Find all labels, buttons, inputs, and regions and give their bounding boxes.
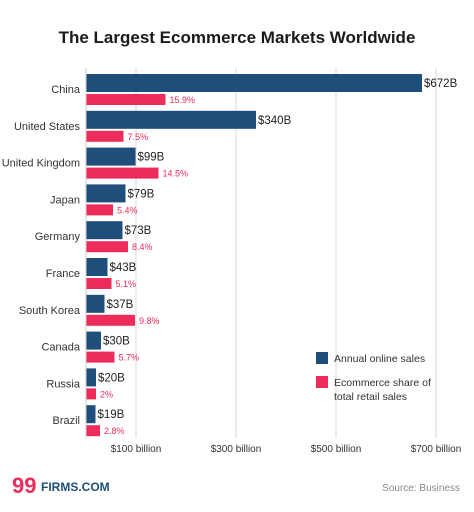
x-tick-label: $100 billion — [111, 444, 162, 455]
x-tick-label: $700 billion — [411, 444, 462, 455]
share-bar — [86, 278, 112, 289]
share-bar — [86, 314, 135, 326]
sales-bar — [86, 368, 96, 387]
category-label: Germany — [35, 231, 81, 243]
legend-label-share-line1: Ecommerce share of — [334, 377, 431, 389]
category-label: Russia — [46, 378, 81, 390]
sales-value-label: $672B — [424, 78, 458, 90]
sales-value-label: $19B — [98, 409, 125, 421]
legend-swatch-sales — [316, 352, 328, 364]
share-bar — [86, 351, 115, 363]
sales-bar — [86, 74, 422, 92]
category-label: France — [46, 268, 80, 280]
sales-value-label: $20B — [98, 372, 125, 384]
sales-value-label: $30B — [103, 336, 130, 348]
source-label: Source: Business — [382, 483, 460, 494]
sales-value-label: $79B — [128, 188, 155, 200]
category-label: Japan — [50, 194, 80, 206]
share-value-label: 5.7% — [119, 353, 140, 363]
share-value-label: 7.5% — [128, 132, 149, 142]
category-label: Canada — [41, 342, 80, 354]
sales-bar — [86, 405, 96, 424]
sales-bar — [86, 331, 101, 350]
share-bar — [86, 94, 166, 105]
share-bar — [86, 204, 113, 216]
sales-bar — [86, 294, 105, 313]
share-value-label: 2% — [100, 389, 113, 399]
sales-bar — [86, 147, 136, 166]
share-value-label: 15.9% — [170, 95, 196, 105]
share-value-label: 5.1% — [116, 279, 137, 289]
x-tick-label: $500 billion — [311, 444, 362, 455]
sales-bar — [86, 184, 126, 203]
category-label: South Korea — [19, 305, 81, 317]
sales-value-label: $73B — [125, 225, 152, 237]
legend-label-share-line2: total retail sales — [334, 391, 407, 403]
legend-swatch-share — [316, 376, 328, 388]
category-label: Brazil — [52, 415, 80, 427]
share-bar — [86, 130, 124, 142]
sales-bar — [86, 221, 123, 240]
category-label: United Kingdom — [2, 158, 80, 170]
sales-value-label: $340B — [258, 115, 292, 127]
share-value-label: 9.8% — [139, 316, 160, 326]
x-tick-label: $300 billion — [211, 444, 262, 455]
share-value-label: 5.4% — [117, 205, 138, 215]
share-value-label: 2.8% — [104, 426, 125, 436]
share-bar — [86, 388, 96, 400]
sales-bar — [86, 258, 108, 276]
share-value-label: 8.4% — [132, 242, 153, 252]
logo-number: 99 — [12, 473, 36, 498]
sales-bar — [86, 110, 256, 129]
category-label: United States — [14, 121, 81, 133]
category-label: China — [51, 84, 81, 96]
chart-title: The Largest Ecommerce Markets Worldwide — [58, 28, 416, 47]
legend-label-sales: Annual online sales — [334, 353, 425, 365]
share-bar — [86, 241, 128, 253]
sales-value-label: $37B — [107, 299, 134, 311]
share-value-label: 14.5% — [163, 169, 189, 179]
sales-value-label: $43B — [110, 262, 137, 274]
share-bar — [86, 167, 159, 179]
logo-text: FIRMS.COM — [41, 480, 110, 494]
sales-value-label: $99B — [138, 152, 165, 164]
share-bar — [86, 425, 100, 437]
